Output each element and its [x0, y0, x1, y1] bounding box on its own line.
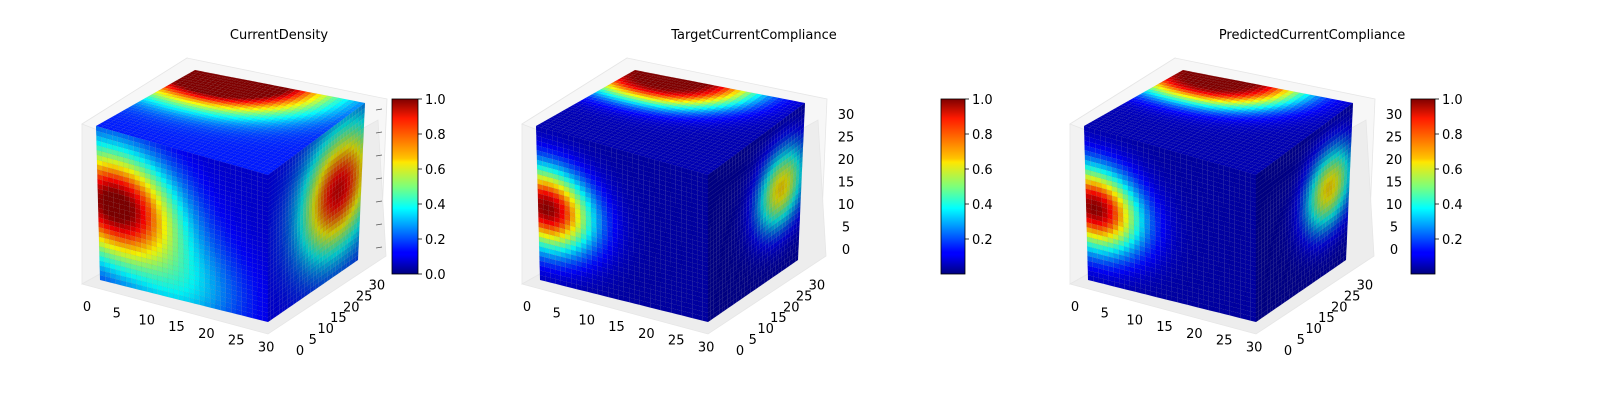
- colorbar: 0.0 0.2 0.4 0.6 0.8 1.0: [391, 93, 446, 283]
- x-tick-label: 30: [258, 340, 275, 355]
- colorbar-tick-label: 0.8: [425, 128, 446, 143]
- voxel-face-top: [95, 69, 366, 176]
- x-tick-label: 5: [113, 307, 121, 322]
- chart-title: TargetCurrentCompliance: [670, 28, 837, 43]
- x-tick-label: 20: [198, 327, 215, 342]
- colorbar-tick-label: 1.0: [425, 93, 446, 108]
- x-tick-label: 15: [168, 320, 185, 335]
- x-tick-label: 0: [83, 300, 91, 315]
- colorbar-tick-label: 0.6: [425, 163, 446, 178]
- colorbar-tick-label: 0.4: [425, 198, 446, 213]
- x-tick-label: 25: [228, 334, 245, 349]
- colorbar-tick-label: 0.0: [425, 268, 446, 283]
- y-tick-label: 30: [369, 278, 386, 293]
- colorbar-gradient: [391, 98, 419, 275]
- chart-title: CurrentDensity: [230, 28, 329, 43]
- x-tick-label: 10: [138, 313, 155, 328]
- colorbar-tick-label: 0.2: [425, 233, 446, 248]
- y-tick-label: 5: [309, 333, 317, 348]
- y-tick-label: 0: [296, 344, 304, 359]
